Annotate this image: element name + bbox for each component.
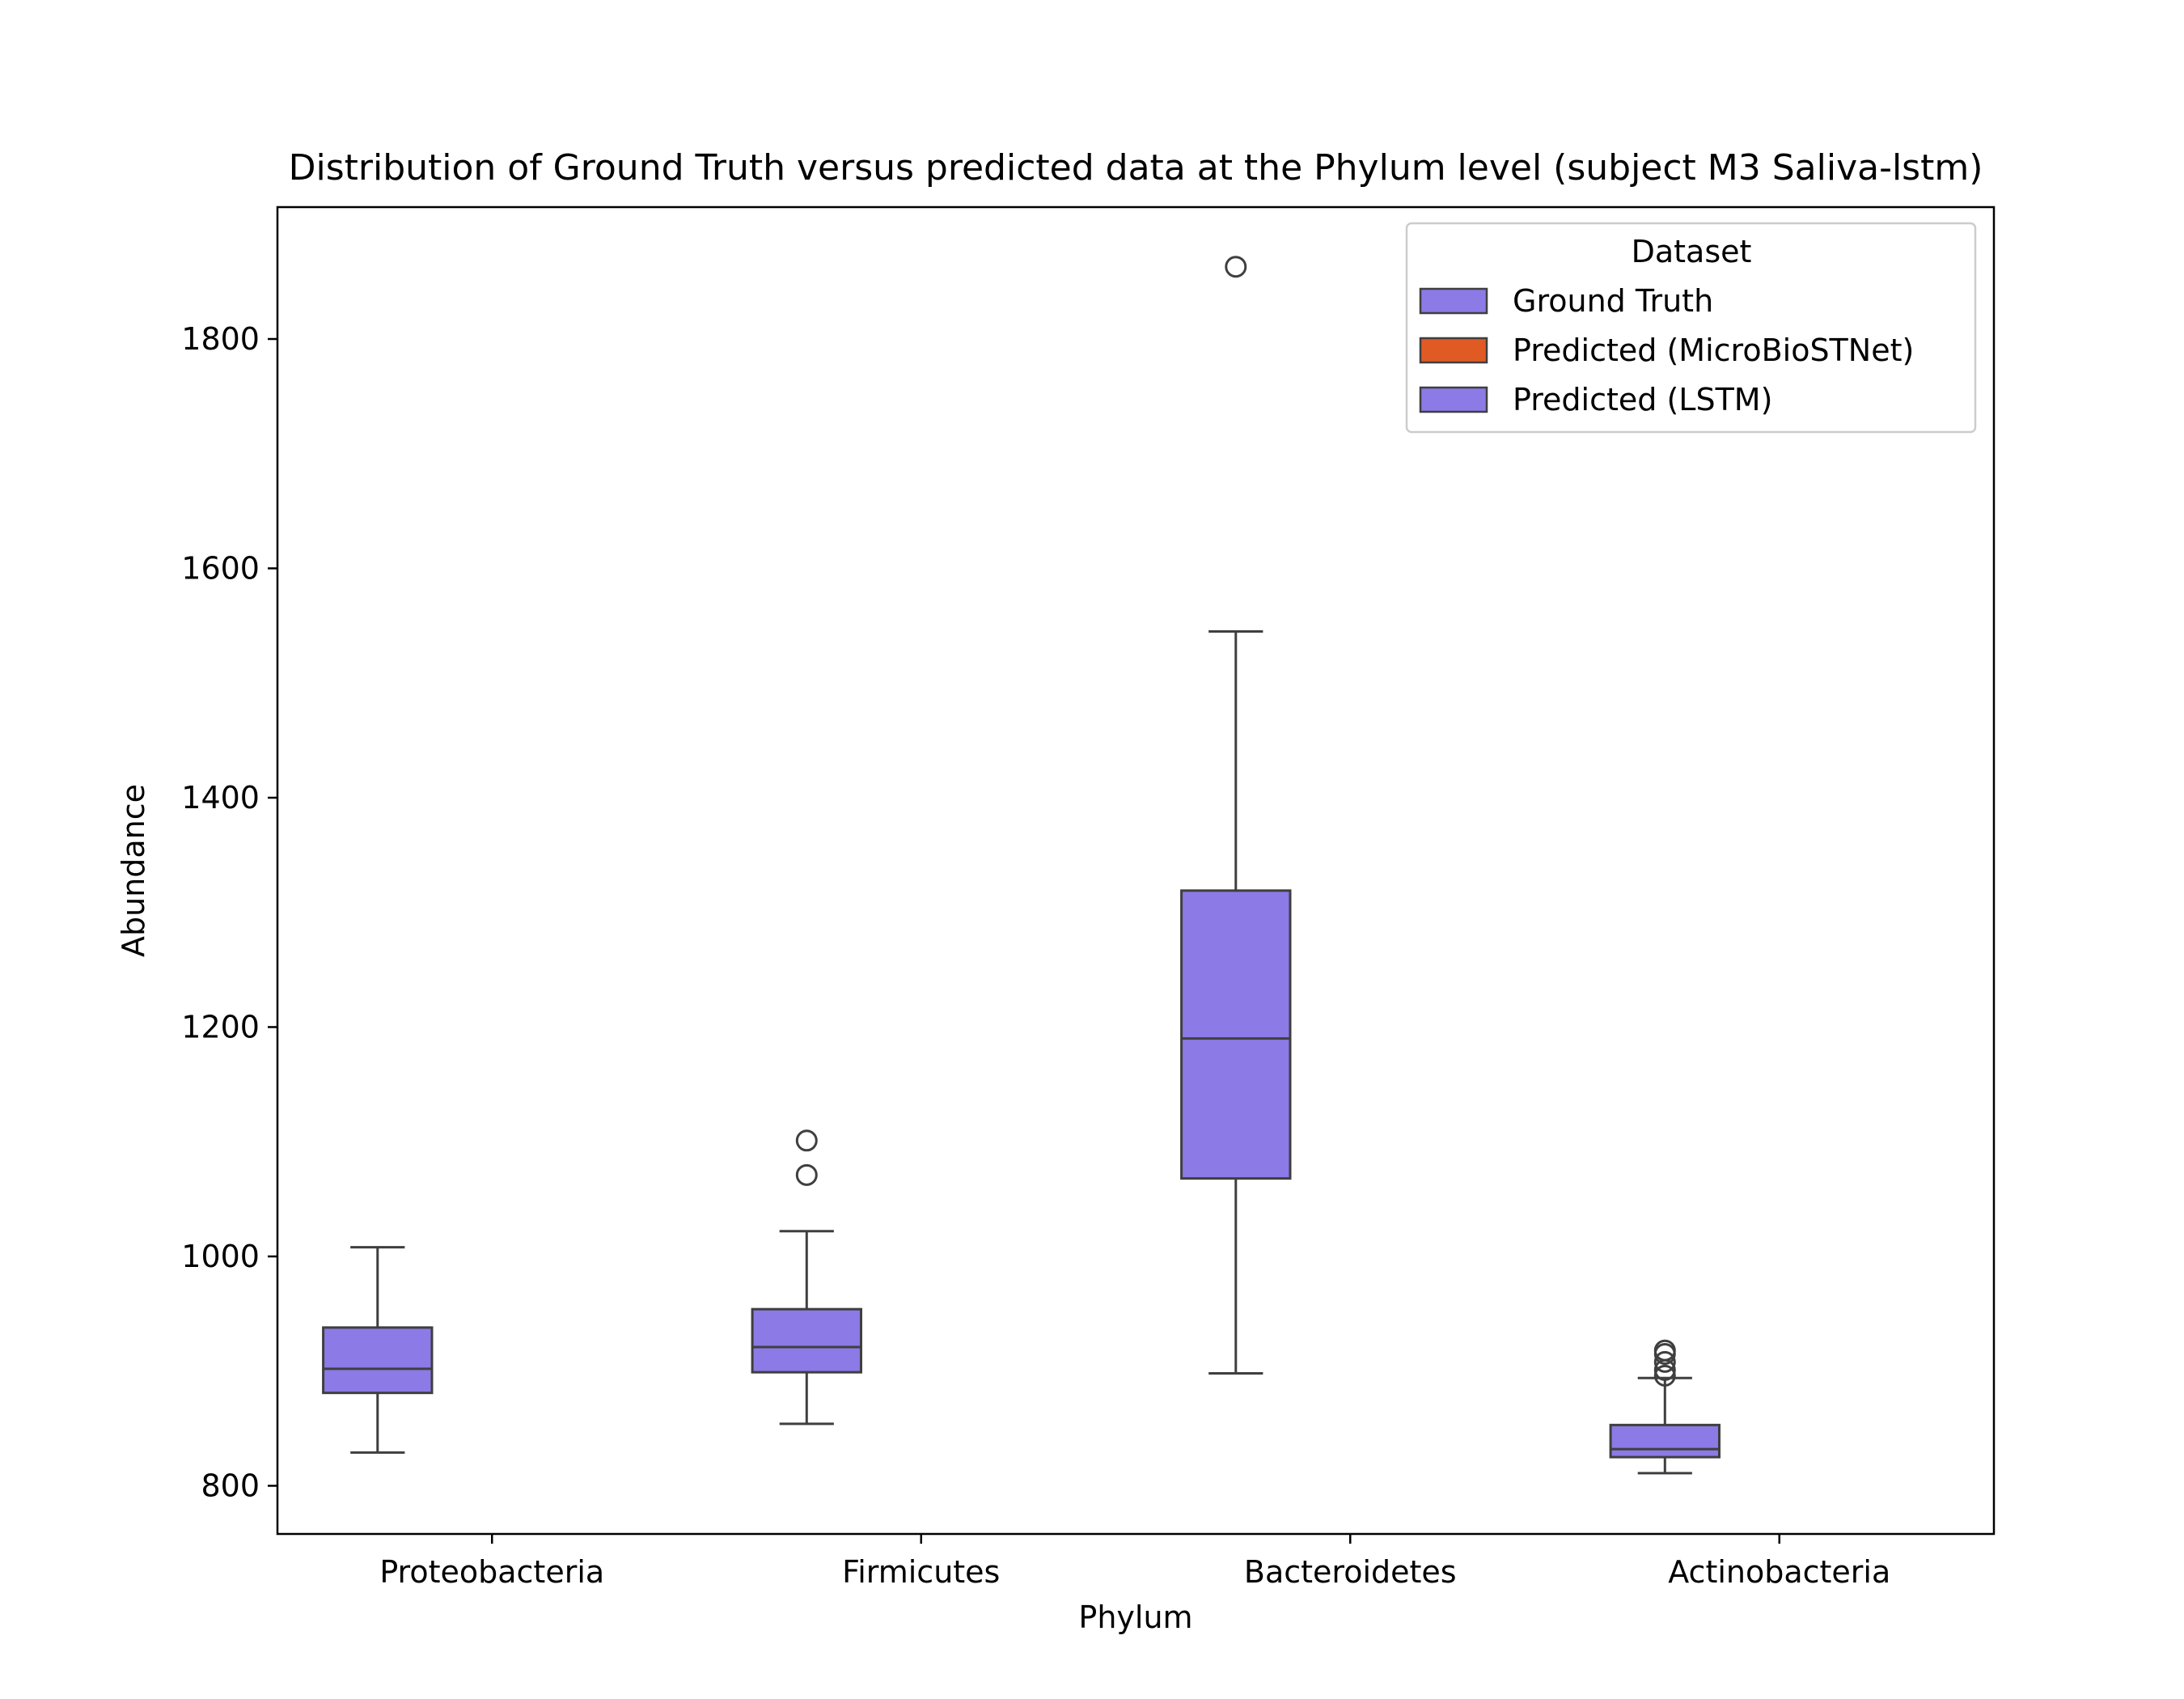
plot-frame: [276, 205, 1996, 1536]
iqr-box: [1180, 889, 1292, 1180]
iqr-box: [1609, 1423, 1721, 1459]
y-tick-label: 800: [201, 1468, 260, 1503]
legend-swatch: [1419, 337, 1488, 364]
x-axis: Proteobacteria Firmicutes Bacteroidetes Act…: [379, 1534, 1890, 1590]
box-firmicutes: [751, 1129, 862, 1426]
outlier-point: [1653, 1339, 1676, 1362]
legend-label: Predicted (MicroBioSTNet): [1513, 333, 1914, 368]
box-actinobacteria: [1609, 1339, 1721, 1475]
y-axis-label: Abundance: [116, 784, 151, 957]
legend-label: Ground Truth: [1513, 283, 1713, 319]
x-tick-label: Firmicutes: [842, 1554, 1000, 1590]
outlier-point: [795, 1129, 818, 1152]
box-bacteroidetes: [1180, 256, 1292, 1375]
legend-swatch: [1419, 287, 1488, 315]
y-tick-label: 1800: [181, 321, 260, 357]
legend-swatch: [1419, 386, 1488, 413]
iqr-box: [751, 1307, 862, 1374]
outlier-point: [1653, 1364, 1676, 1387]
legend-title: Dataset: [1632, 234, 1752, 269]
legend: Dataset Ground Truth Predicted (MicroBioS…: [1405, 222, 1977, 434]
x-axis-label: Phylum: [1078, 1599, 1192, 1635]
x-tick-label: Proteobacteria: [379, 1554, 604, 1590]
box-proteobacteria: [322, 1246, 434, 1454]
y-tick-label: 1400: [181, 780, 260, 816]
y-tick-label: 1200: [181, 1009, 260, 1044]
plot-area: [322, 256, 1721, 1475]
y-axis: 800 1000 1200 1400 1600 1800: [181, 321, 277, 1503]
outlier-point: [1225, 256, 1247, 278]
chart-title: Distribution of Ground Truth versus pred…: [289, 147, 1983, 189]
outlier-point: [1653, 1350, 1676, 1373]
x-tick-label: Bacteroidetes: [1244, 1554, 1457, 1590]
legend-label: Predicted (LSTM): [1513, 382, 1772, 417]
outlier-point: [795, 1163, 818, 1186]
y-tick-label: 1600: [181, 550, 260, 586]
iqr-box: [322, 1326, 434, 1395]
legend-frame: [1405, 222, 1977, 434]
x-tick-label: Actinobacteria: [1668, 1554, 1890, 1590]
y-tick-label: 1000: [181, 1239, 260, 1274]
